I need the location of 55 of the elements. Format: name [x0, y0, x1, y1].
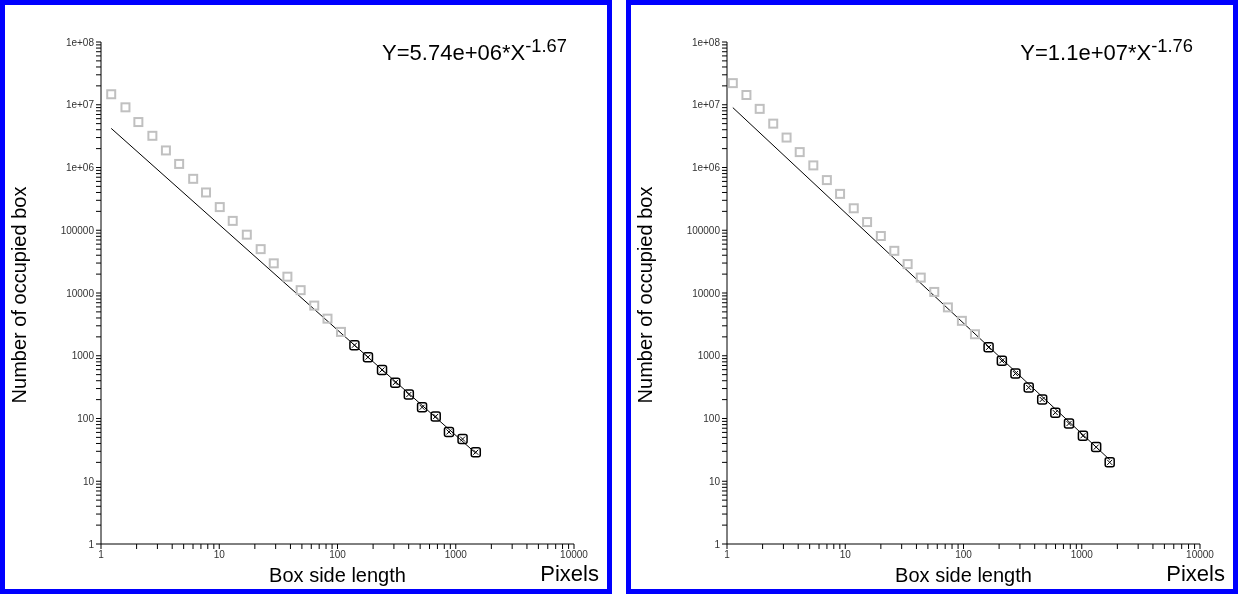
y-axis-title: Number of occupied box	[633, 186, 657, 404]
x-tick-label: 100	[329, 549, 347, 561]
text: Pixels	[540, 561, 599, 587]
point	[727, 78, 738, 89]
point	[915, 272, 926, 283]
point	[781, 132, 792, 143]
point	[808, 160, 819, 171]
y-tick-label: 1	[714, 538, 721, 550]
y-tick-label: 100000	[60, 224, 95, 236]
point	[969, 329, 980, 340]
point	[741, 90, 752, 100]
y-tick-label: 10	[82, 475, 95, 487]
x-tick-label: 100	[955, 549, 973, 561]
x-tick-label: 10	[839, 549, 852, 561]
y-tick-label: 1e+08	[65, 36, 95, 48]
x-tick-label: 1	[724, 549, 731, 561]
annotation: Y=1.1e+07*X$^{-1.76}$	[1020, 35, 1193, 67]
y-tick-label: 1e+06	[65, 162, 95, 174]
point	[848, 203, 859, 214]
y-tick-label: 1	[88, 538, 95, 550]
x-tick-label: 1000	[444, 549, 468, 561]
y-tick-label: 100	[703, 413, 721, 425]
point	[942, 302, 953, 313]
x-tick-label: 1000	[1070, 549, 1094, 561]
point	[889, 245, 900, 256]
y-axis-title: Number of occupied box	[7, 186, 31, 404]
x-tick-label: 10	[213, 549, 226, 561]
point	[902, 259, 913, 270]
y-tick-label: 1e+07	[691, 99, 721, 111]
x-tick-label: 10000	[560, 549, 589, 561]
annotation: Y=5.74e+06*X$^{-1.67}$	[382, 35, 567, 67]
x-axis-title: Box side length	[269, 564, 406, 586]
x-tick-label: 10000	[1186, 549, 1215, 561]
y-tick-label: 1e+06	[691, 162, 721, 174]
point	[835, 188, 846, 199]
point	[768, 118, 779, 129]
point	[794, 147, 805, 158]
point	[956, 315, 967, 326]
text: Pixels	[1166, 561, 1225, 587]
point	[862, 217, 873, 228]
x-tick-label: 1	[98, 549, 105, 561]
y-tick-label: 1000	[71, 350, 95, 362]
x-axis-title: Box side length	[895, 564, 1032, 586]
y-tick-label: 100000	[686, 224, 721, 236]
y-tick-label: 10000	[692, 287, 721, 299]
y-tick-label: 10	[708, 475, 721, 487]
point	[754, 103, 765, 114]
point	[929, 286, 940, 297]
y-tick-label: 1e+07	[65, 99, 95, 111]
y-tick-label: 1e+08	[691, 36, 721, 48]
point	[875, 230, 886, 241]
y-tick-label: 10000	[66, 287, 95, 299]
point	[821, 175, 832, 186]
y-tick-label: 100	[77, 413, 95, 425]
y-tick-label: 1000	[697, 350, 721, 362]
